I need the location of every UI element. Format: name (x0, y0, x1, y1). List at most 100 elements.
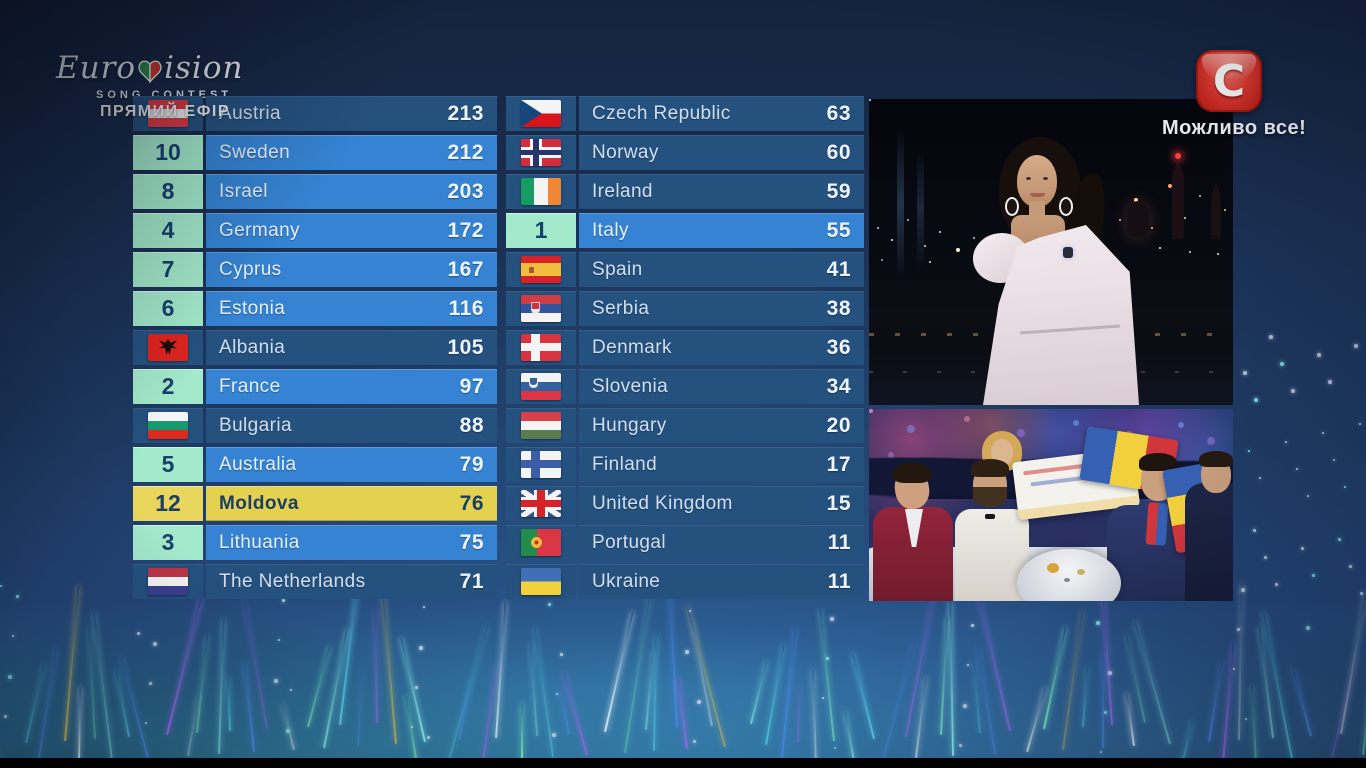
flag-box (506, 330, 576, 365)
scoreboard-row-estonia: 6 Estonia 116 (133, 291, 497, 326)
scoreboard-row-czech-republic: Czech Republic 63 (506, 96, 864, 131)
flag-box (506, 96, 576, 131)
presenter-video-feed (869, 99, 1233, 405)
country-score: 88 (459, 413, 484, 437)
points-box: 1 (506, 213, 576, 248)
eurovision-heart-icon (137, 56, 163, 84)
green-room-video-feed (869, 409, 1233, 601)
country-name: Portugal (592, 531, 666, 553)
scoreboard-row-finland: Finland 17 (506, 447, 864, 482)
country-score: 213 (447, 101, 484, 125)
country-score: 41 (826, 257, 851, 281)
tower-star-light (1175, 153, 1181, 159)
czech-republic-flag-icon (521, 100, 561, 127)
points-value: 4 (161, 217, 175, 243)
presenter-figure (967, 137, 1147, 405)
scoreboard-row-bulgaria: Bulgaria 88 (133, 408, 497, 443)
denmark-flag-icon (521, 334, 561, 361)
stb-channel-logo: С (1196, 50, 1262, 112)
country-score: 36 (826, 335, 851, 359)
points-value: 5 (161, 451, 175, 477)
letterbox-bar (0, 758, 1366, 768)
flag-box (506, 408, 576, 443)
country-score: 34 (826, 374, 851, 398)
country-name: Serbia (592, 297, 650, 319)
points-box: 10 (133, 135, 203, 170)
country-score: 38 (826, 296, 851, 320)
flag-box (133, 330, 203, 365)
flag-box (133, 564, 203, 599)
points-value: 10 (155, 139, 181, 165)
points-box: 2 (133, 369, 203, 404)
fan-red-jacket (869, 463, 957, 601)
eurovision-word-start: Euro (56, 50, 137, 86)
live-broadcast-label: ПРЯМИЙ ЕФІР (100, 103, 230, 120)
country-name: Denmark (592, 336, 672, 358)
the-netherlands-flag-icon (148, 568, 188, 595)
country-name: Israel (219, 180, 268, 202)
country-name: Germany (219, 219, 300, 241)
hungary-flag-icon (521, 412, 561, 439)
scoreboard-row-germany: 4 Germany 172 (133, 213, 497, 248)
country-name: Hungary (592, 414, 667, 436)
country-score: 63 (826, 101, 851, 125)
scoreboard-row-sweden: 10 Sweden 212 (133, 135, 497, 170)
flag-box (506, 252, 576, 287)
flag-box (506, 564, 576, 599)
points-value: 3 (161, 529, 175, 555)
light-beam (917, 149, 924, 269)
country-name: Moldova (219, 492, 299, 514)
country-name: Finland (592, 453, 658, 475)
country-score: 167 (447, 257, 484, 281)
points-box: 7 (133, 252, 203, 287)
scoreboard-row-lithuania: 3 Lithuania 75 (133, 525, 497, 560)
country-name: France (219, 375, 281, 397)
points-value: 1 (534, 217, 548, 243)
points-value: 2 (161, 373, 175, 399)
scoreboard-row-albania: Albania 105 (133, 330, 497, 365)
microphone-clip (1063, 247, 1073, 258)
eurovision-logo: Euro ision SONG CONTEST (56, 50, 243, 101)
country-score: 11 (827, 530, 851, 554)
country-name: Sweden (219, 141, 291, 163)
country-score: 172 (447, 218, 484, 242)
country-name: Italy (592, 219, 629, 241)
scoreboard-row-moldova: 12 Moldova 76 (133, 486, 497, 521)
presenter-face (1017, 155, 1057, 207)
country-name: Bulgaria (219, 414, 292, 436)
points-value: 12 (155, 490, 181, 516)
country-score: 116 (448, 296, 484, 320)
country-score: 17 (826, 452, 851, 476)
country-name: Australia (219, 453, 297, 475)
scoreboard-row-ukraine: Ukraine 11 (506, 564, 864, 599)
flag-box (506, 291, 576, 326)
flag-box (133, 408, 203, 443)
scoreboard-right-column: Czech Republic 63 Norway 60 Ireland 59 1… (506, 96, 864, 603)
scoreboard-row-france: 2 France 97 (133, 369, 497, 404)
country-score: 203 (447, 179, 484, 203)
scoreboard-row-denmark: Denmark 36 (506, 330, 864, 365)
scoreboard-row-cyprus: 7 Cyprus 167 (133, 252, 497, 287)
points-value: 7 (161, 256, 175, 282)
flag-box (506, 174, 576, 209)
country-score: 55 (826, 218, 851, 242)
bulgaria-flag-icon (148, 412, 188, 439)
scoreboard-row-portugal: Portugal 11 (506, 525, 864, 560)
albania-flag-icon (148, 334, 188, 361)
country-name: Lithuania (219, 531, 300, 553)
country-score: 97 (459, 374, 484, 398)
flag-box (506, 135, 576, 170)
country-score: 71 (459, 569, 484, 593)
points-box: 8 (133, 174, 203, 209)
earring (1059, 197, 1073, 216)
spain-flag-icon (521, 256, 561, 283)
finland-flag-icon (521, 451, 561, 478)
eurovision-word-end: ision (164, 50, 244, 86)
light-beam (897, 129, 904, 279)
scoreboard-row-australia: 5 Australia 79 (133, 447, 497, 482)
scoreboard-row-italy: 1 Italy 55 (506, 213, 864, 248)
country-score: 20 (826, 413, 851, 437)
scoreboard-row-serbia: Serbia 38 (506, 291, 864, 326)
slovenia-flag-icon (521, 373, 561, 400)
scoreboard-row-united-kingdom: United Kingdom 15 (506, 486, 864, 521)
